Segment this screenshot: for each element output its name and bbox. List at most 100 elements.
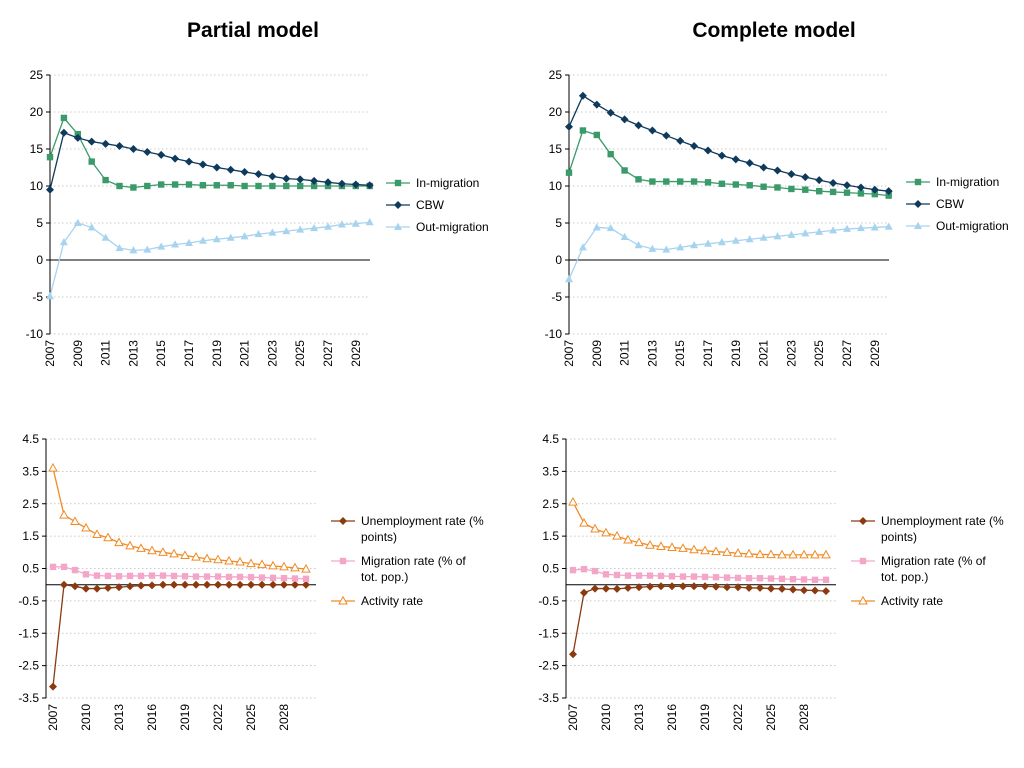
data-point — [565, 275, 573, 283]
data-point — [115, 583, 123, 592]
data-point — [129, 246, 138, 254]
data-point — [711, 546, 721, 556]
data-point — [268, 172, 277, 181]
data-point — [291, 580, 299, 589]
x-tick-label: 2025 — [764, 704, 778, 731]
data-point — [46, 153, 54, 161]
x-tick-label: 2027 — [840, 340, 854, 367]
x-tick-label: 2028 — [277, 704, 291, 731]
data-point — [590, 523, 600, 533]
y-tick-label: 15 — [549, 142, 563, 156]
data-point — [236, 573, 244, 581]
data-point — [731, 236, 740, 244]
y-tick-label: -10 — [545, 327, 563, 341]
x-tick-label: 2007 — [46, 704, 60, 731]
data-point — [592, 223, 601, 231]
data-point — [578, 243, 587, 251]
data-point — [104, 583, 112, 592]
data-point — [240, 232, 249, 240]
legend-label: tot. pop.) — [881, 570, 928, 584]
data-point — [679, 573, 687, 580]
data-point — [662, 131, 671, 140]
legend-label: In-migration — [416, 176, 479, 190]
data-point — [606, 223, 615, 232]
data-point — [690, 241, 699, 249]
data-point — [46, 292, 54, 300]
data-point — [137, 572, 145, 580]
y-tick-label: 15 — [30, 142, 44, 156]
chart-labour-complete: -3.5 -2.5 -1.5 -0.5 0.5 1.5 2.5 3.5 4.5 2007 2010 2… — [538, 432, 1004, 731]
data-point — [60, 580, 68, 589]
y-tick-label: -0.5 — [18, 594, 39, 608]
data-point — [816, 187, 823, 195]
data-point — [104, 572, 112, 580]
legend-label: Unemployment rate (% — [881, 514, 1004, 528]
legend-entry: Out-migration — [386, 220, 489, 234]
data-point — [645, 539, 655, 549]
x-tick-label: 2023 — [784, 340, 798, 367]
data-point — [678, 543, 688, 552]
data-point — [126, 572, 134, 580]
data-point — [811, 576, 819, 584]
legend-entry: Unemployment rate (% points) — [851, 514, 1004, 544]
data-point — [811, 586, 819, 595]
series-line — [52, 467, 307, 570]
data-point — [302, 580, 310, 589]
data-point — [282, 174, 291, 183]
data-point — [822, 576, 830, 584]
data-point — [676, 136, 685, 145]
data-point — [723, 583, 731, 592]
series-line — [52, 583, 306, 687]
data-point — [297, 182, 304, 190]
series-line — [49, 221, 370, 297]
data-point — [733, 548, 743, 557]
x-tick-label: 2016 — [145, 704, 159, 731]
legend-marker — [394, 222, 402, 230]
y-tick-label: 0 — [555, 253, 562, 267]
data-point — [159, 572, 167, 579]
y-tick-label: -5 — [551, 290, 562, 304]
data-point — [731, 155, 740, 164]
x-tick-label: 2013 — [112, 704, 126, 731]
data-point — [745, 575, 753, 582]
data-point — [257, 559, 267, 569]
x-tick-label: 2023 — [265, 340, 279, 367]
data-point — [624, 583, 632, 592]
legend-entry: In-migration — [906, 175, 999, 189]
data-point — [734, 583, 742, 592]
legend-marker — [339, 557, 347, 565]
data-point — [143, 147, 152, 156]
data-point — [310, 223, 319, 232]
data-point — [71, 566, 79, 574]
data-point — [93, 584, 101, 593]
legend-label: Unemployment rate (% — [361, 514, 484, 528]
data-point — [592, 100, 601, 109]
data-point — [59, 238, 68, 246]
data-point — [103, 532, 113, 542]
data-point — [226, 233, 235, 241]
data-point — [296, 225, 305, 233]
data-point — [337, 220, 346, 228]
data-point — [203, 573, 211, 580]
y-tick-label: -3.5 — [538, 691, 559, 705]
data-point — [884, 187, 893, 196]
data-point — [158, 547, 168, 556]
y-tick-label: 2.5 — [542, 497, 559, 511]
series-activity-rate — [48, 462, 311, 573]
data-point — [759, 233, 768, 241]
series-line — [568, 94, 889, 192]
y-tick-label: -10 — [26, 327, 44, 341]
data-point — [214, 573, 222, 580]
data-point — [788, 549, 798, 559]
data-point — [291, 575, 299, 582]
y-tick-label: -0.5 — [538, 594, 559, 608]
data-point — [800, 586, 808, 595]
data-point — [657, 572, 665, 580]
data-point — [802, 186, 809, 193]
data-point — [324, 178, 332, 187]
data-point — [635, 572, 643, 579]
data-point — [59, 128, 68, 137]
y-tick-label: -2.5 — [538, 659, 559, 673]
data-point — [843, 224, 851, 232]
